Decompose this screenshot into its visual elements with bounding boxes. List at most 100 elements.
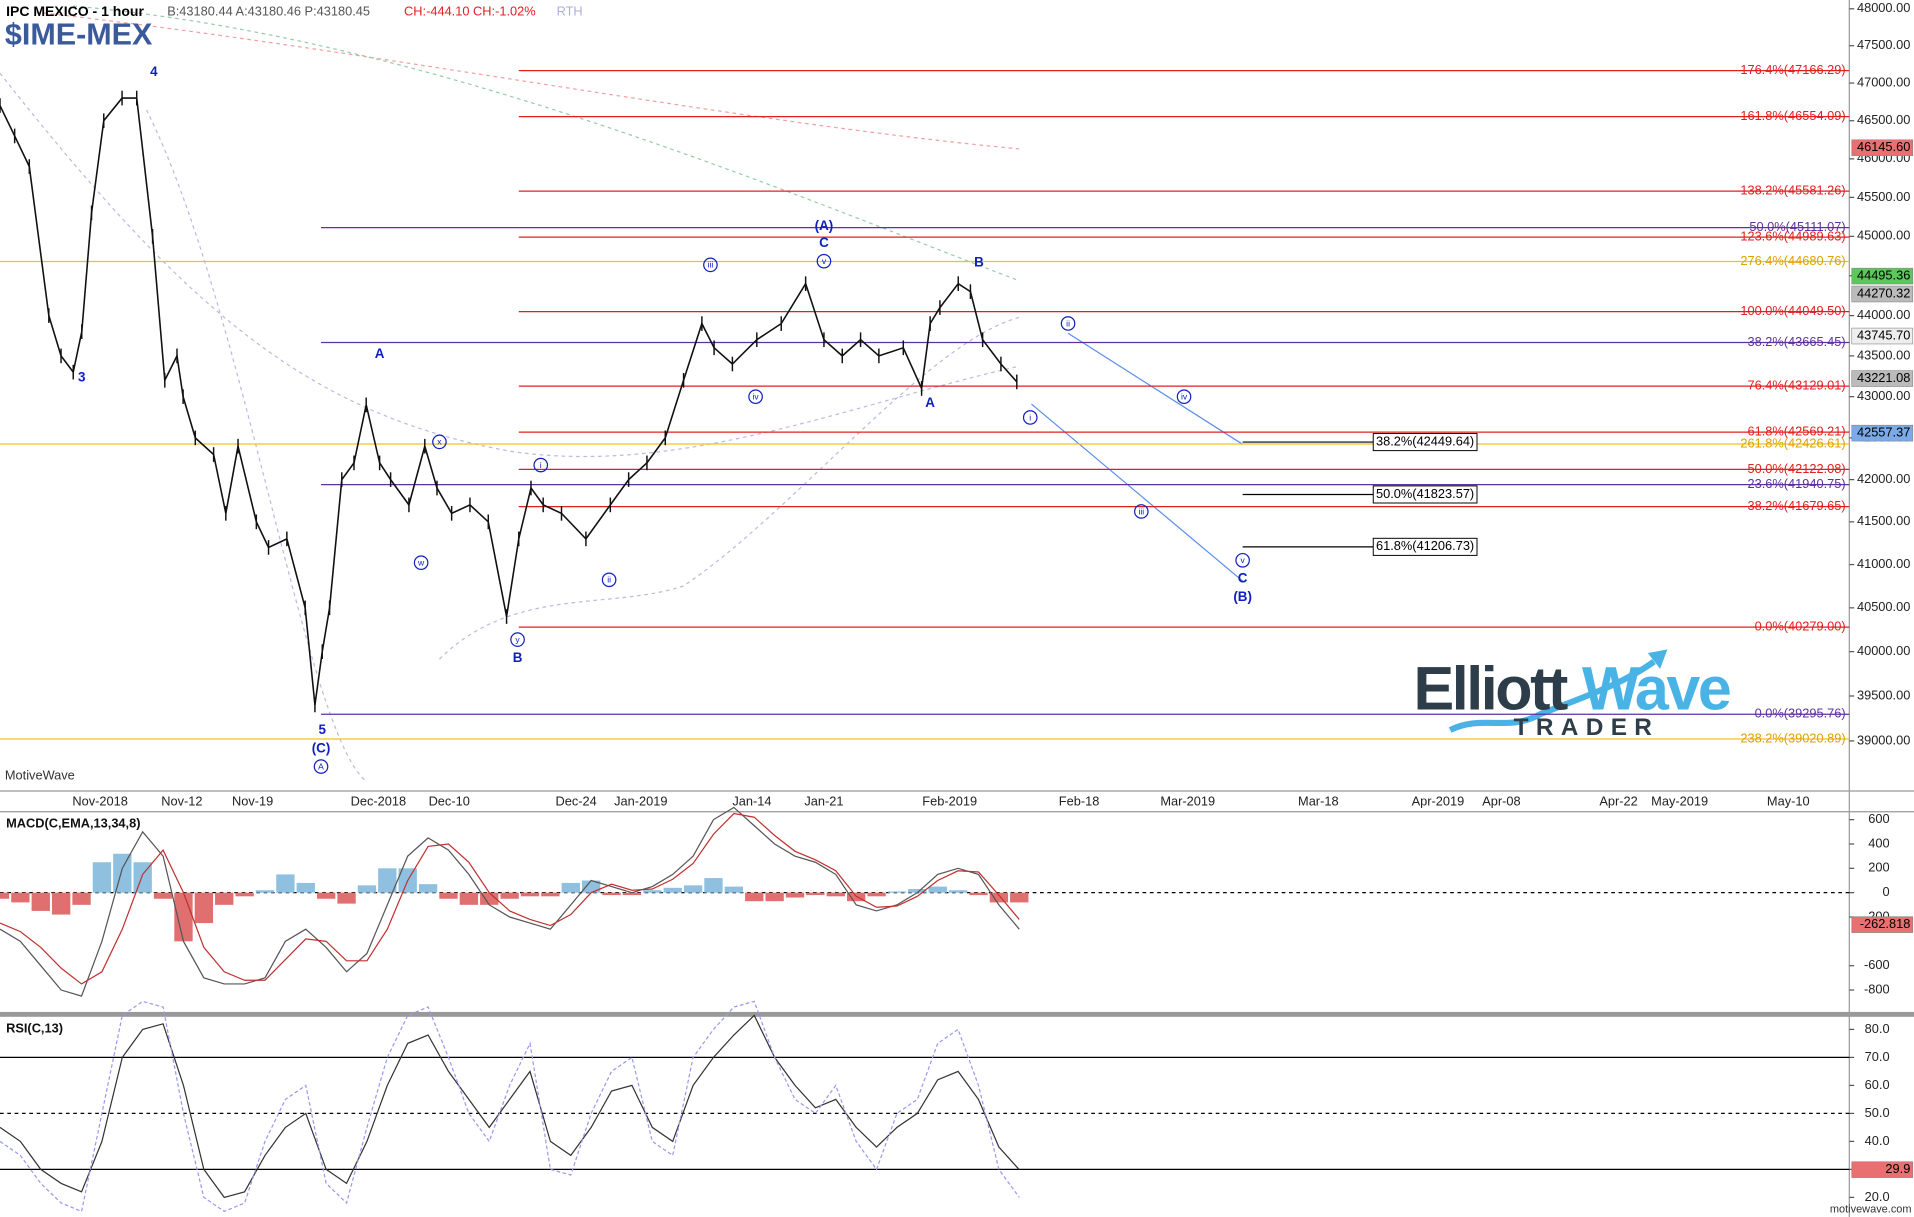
x-tick-label: Apr-2019 (1412, 793, 1465, 808)
wave-circle (748, 389, 763, 405)
projection-line (1067, 332, 1243, 445)
wave-label: C (819, 235, 829, 250)
histogram-bar (235, 892, 254, 897)
watermark: motivewave.com (1830, 1204, 1912, 1216)
price-tag: -262.818 (1860, 916, 1911, 931)
price-tag-box (1851, 267, 1914, 285)
histogram-bar (806, 892, 825, 896)
x-tick-label: Nov-19 (232, 793, 273, 808)
x-tick-label: Jan-2019 (614, 793, 667, 808)
histogram-bar (480, 892, 499, 905)
fib-level-label: 123.6%(44989.63) (1740, 229, 1845, 244)
y-tick-label: 0 (1882, 884, 1889, 899)
histogram-bar (969, 892, 988, 896)
wave-label: iv (753, 392, 760, 402)
fib-level-label: 276.4%(44680.76) (1740, 253, 1845, 268)
symbol: $IME-MEX (5, 18, 153, 52)
y-tick-label: 39000.00 (1857, 732, 1910, 747)
logo-word: Elliott (1414, 654, 1568, 722)
y-tick-label: 41000.00 (1857, 556, 1910, 571)
y-tick-label: 42000.00 (1857, 471, 1910, 486)
y-tick-label: 46500.00 (1857, 112, 1910, 127)
pane-title: RSI(C,13) (6, 1020, 63, 1035)
histogram-bar (887, 891, 907, 893)
x-tick-label: Dec-10 (429, 793, 470, 808)
platform: MotiveWave (5, 768, 75, 783)
chart-title: IPC MEXICO - 1 hour (6, 3, 144, 19)
histogram-bar (418, 884, 438, 893)
wave-label: C (1238, 571, 1248, 586)
x-tick-label: May-2019 (1651, 793, 1708, 808)
target-box (1372, 537, 1478, 556)
wave-label: i (540, 460, 542, 470)
x-tick-label: Jan-14 (732, 793, 771, 808)
price-tag: 43221.08 (1857, 370, 1910, 385)
projection-line (1031, 403, 1244, 582)
indicator-line (0, 806, 1020, 997)
wave-label: w (417, 558, 425, 568)
y-tick-label: 40500.00 (1857, 599, 1910, 614)
logo-word: Wave (1582, 654, 1730, 722)
fib-level-label: 238.2%(39020.89) (1740, 730, 1845, 745)
wave-label: ii (1066, 318, 1070, 328)
x-tick-label: Nov-2018 (72, 793, 128, 808)
x-tick-label: Nov-12 (161, 793, 202, 808)
price-tag-box (1851, 1161, 1914, 1178)
wave-circle (1133, 504, 1149, 519)
wave-label: (C) (312, 740, 331, 755)
pane-separator (0, 1011, 1914, 1017)
x-tick-label: Apr-08 (1482, 793, 1520, 808)
y-tick-label: 47000.00 (1857, 74, 1910, 89)
x-tick-label: Apr-22 (1599, 793, 1637, 808)
fib-level-label: 0.0%(40279.00) (1755, 619, 1846, 634)
wave-circle (413, 555, 429, 571)
x-tick-label: Feb-2019 (922, 793, 977, 808)
histogram-bar (194, 892, 214, 924)
histogram-bar (683, 885, 703, 893)
histogram-bar (724, 886, 744, 893)
histogram-bar (439, 892, 458, 899)
wave-circle (601, 572, 617, 588)
wave-label: A (375, 346, 385, 361)
histogram-bar (948, 890, 968, 893)
fib-level-label: 261.8%(42426.61) (1740, 435, 1845, 450)
target-label: 61.8%(41206.73) (1376, 538, 1474, 553)
wave-label: (B) (1233, 589, 1252, 604)
y-tick-label: -800 (1864, 981, 1890, 996)
wave-label: B (974, 255, 984, 270)
histogram-bar (867, 892, 886, 897)
change: CH:-444.10 CH:-1.02% (404, 4, 536, 19)
price-tag: 43745.70 (1857, 327, 1910, 342)
x-tick-label: Mar-18 (1298, 793, 1339, 808)
x-tick-label: May-10 (1767, 793, 1810, 808)
histogram-bar (357, 885, 377, 893)
target-label: 38.2%(42449.64) (1376, 433, 1474, 448)
y-tick-label: 39500.00 (1857, 687, 1910, 702)
fib-level-label: 76.4%(43129.01) (1747, 377, 1845, 392)
x-tick-label: Jan-21 (804, 793, 843, 808)
logo: Elliott Wave TRADER (1414, 649, 1732, 741)
price-tag: 46145.60 (1857, 139, 1910, 154)
moving-average (36, 11, 1020, 150)
histogram-bar (255, 890, 275, 893)
histogram-bar (765, 892, 784, 902)
pane-title: MACD(C,EMA,13,34,8) (6, 815, 140, 830)
x-tick-label: Dec-2018 (351, 793, 407, 808)
wave-label: 3 (78, 369, 85, 384)
y-tick-label: 47500.00 (1857, 37, 1910, 52)
indicator-line (0, 1000, 1020, 1213)
histogram-bar (378, 868, 397, 893)
bollinger-band (145, 109, 1020, 782)
wave-label: ii (607, 575, 611, 585)
histogram-bar (785, 892, 805, 898)
histogram-bar (92, 862, 112, 893)
y-tick-label: 40000.00 (1857, 643, 1910, 658)
histogram-bar (296, 882, 315, 893)
histogram-bar (581, 880, 601, 893)
wave-circle (313, 759, 329, 774)
wave-circle (816, 253, 832, 269)
wave-label: (A) (815, 218, 834, 233)
price-tag-box (1851, 916, 1914, 933)
wave-circle (510, 632, 525, 647)
